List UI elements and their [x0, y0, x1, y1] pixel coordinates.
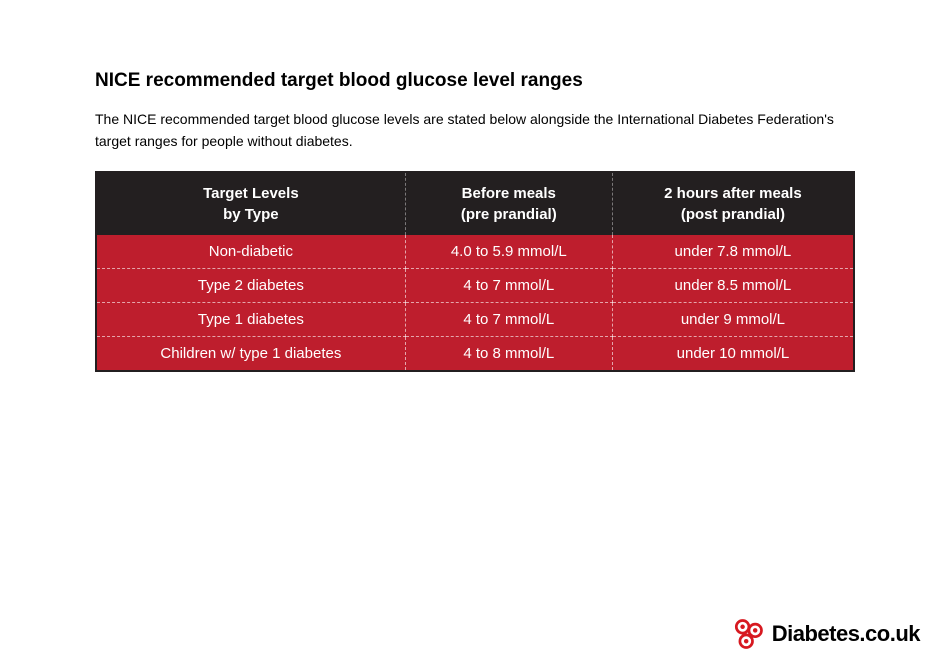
- glucose-levels-table: Target Levels by Type Before meals (pre …: [95, 171, 855, 372]
- cell-before: 4 to 8 mmol/L: [405, 336, 612, 371]
- cell-after: under 10 mmol/L: [612, 336, 854, 371]
- cell-after: under 9 mmol/L: [612, 302, 854, 336]
- cell-before: 4 to 7 mmol/L: [405, 268, 612, 302]
- diabetes-logo-icon: [730, 616, 766, 652]
- cell-type: Type 2 diabetes: [96, 268, 405, 302]
- cell-before: 4 to 7 mmol/L: [405, 302, 612, 336]
- cell-before: 4.0 to 5.9 mmol/L: [405, 235, 612, 269]
- column-header-type: Target Levels by Type: [96, 172, 405, 235]
- logo-text: Diabetes.co.uk: [772, 621, 920, 647]
- cell-after: under 7.8 mmol/L: [612, 235, 854, 269]
- cell-type: Children w/ type 1 diabetes: [96, 336, 405, 371]
- table-row: Children w/ type 1 diabetes 4 to 8 mmol/…: [96, 336, 854, 371]
- cell-after: under 8.5 mmol/L: [612, 268, 854, 302]
- intro-paragraph: The NICE recommended target blood glucos…: [95, 108, 855, 153]
- column-header-before: Before meals (pre prandial): [405, 172, 612, 235]
- footer-logo: Diabetes.co.uk: [730, 616, 920, 652]
- page-title: NICE recommended target blood glucose le…: [95, 70, 855, 92]
- cell-type: Non-diabetic: [96, 235, 405, 269]
- table-row: Non-diabetic 4.0 to 5.9 mmol/L under 7.8…: [96, 235, 854, 269]
- table-row: Type 2 diabetes 4 to 7 mmol/L under 8.5 …: [96, 268, 854, 302]
- cell-type: Type 1 diabetes: [96, 302, 405, 336]
- column-header-after: 2 hours after meals (post prandial): [612, 172, 854, 235]
- table-row: Type 1 diabetes 4 to 7 mmol/L under 9 mm…: [96, 302, 854, 336]
- table-header-row: Target Levels by Type Before meals (pre …: [96, 172, 854, 235]
